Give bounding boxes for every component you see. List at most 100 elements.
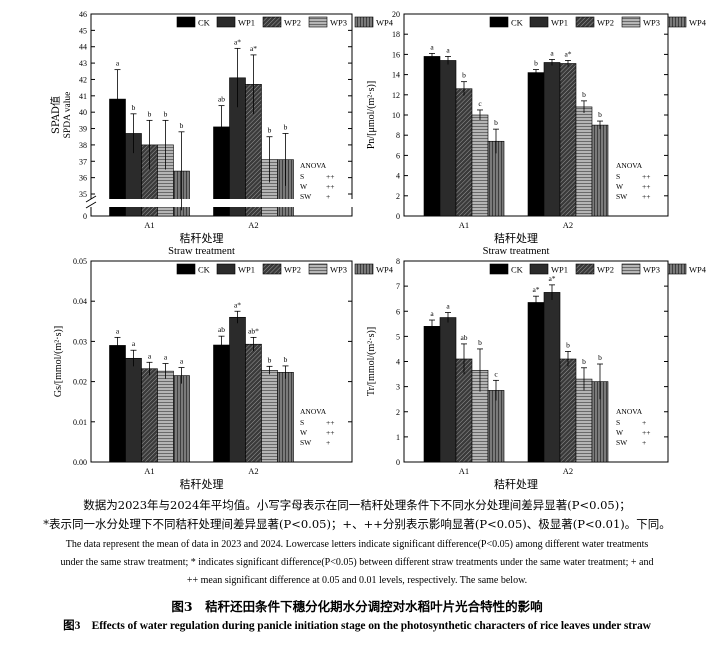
legend-swatch-ck xyxy=(489,263,509,275)
legend-label-wp4: WP4 xyxy=(376,18,394,28)
anova-factor: S xyxy=(300,172,304,181)
significance-label: a xyxy=(116,59,120,68)
bar-ck-a2 xyxy=(527,72,545,217)
y-tick-label: 0.02 xyxy=(73,378,87,387)
significance-label: a* xyxy=(234,37,241,46)
y-tick-label: 14 xyxy=(392,71,400,80)
y-tick-label: 37 xyxy=(79,157,87,166)
legend-swatch-wp3 xyxy=(621,263,641,275)
y-tick-label: 0 xyxy=(396,458,400,467)
legend-swatch-ck xyxy=(176,16,196,28)
significance-label: b xyxy=(598,353,602,362)
anova-title: ANOVA xyxy=(616,161,643,170)
y-tick-label: 7 xyxy=(396,282,400,291)
significance-label: b xyxy=(582,90,586,99)
bar-wp1-a1 xyxy=(125,357,142,463)
y-tick-label: 20 xyxy=(392,10,400,19)
significance-label: ab* xyxy=(248,326,259,335)
significance-label: b xyxy=(132,103,136,112)
legend-swatch-wp2 xyxy=(262,263,282,275)
legend-swatch-wp1 xyxy=(529,263,549,275)
x-category-label: A2 xyxy=(563,220,573,230)
legend-swatch-wp1 xyxy=(216,16,236,28)
bar-wp3-a2 xyxy=(575,106,593,217)
legend-swatch-wp1 xyxy=(529,16,549,28)
bar-wp2-a1 xyxy=(455,88,473,217)
significance-label: a xyxy=(430,42,434,51)
y-tick-label: 44 xyxy=(79,43,87,52)
bar-ck-a2 xyxy=(213,344,230,463)
significance-label: b xyxy=(598,110,602,119)
anova-significance: ++ xyxy=(642,192,650,201)
y-tick-label: 35 xyxy=(79,190,87,199)
legend-label-wp2: WP2 xyxy=(597,18,614,28)
y-tick-label: 4 xyxy=(396,358,400,367)
legend-label-ck: CK xyxy=(198,265,211,275)
y-tick-label: 3 xyxy=(396,383,400,392)
y-tick-label: 0 xyxy=(396,212,400,221)
caption-note-en-3: ++ mean significant difference at 0.05 a… xyxy=(186,575,528,586)
significance-label: a xyxy=(446,302,450,311)
legend-label-wp3: WP3 xyxy=(330,18,347,28)
y-tick-label: 42 xyxy=(79,75,87,84)
y-tick-label: 0.04 xyxy=(73,297,87,306)
significance-label: a xyxy=(132,339,136,348)
bar-wp2-a1 xyxy=(141,368,158,463)
significance-label: a xyxy=(180,357,184,366)
bar-wp3-a2 xyxy=(261,370,278,463)
x-category-label: A1 xyxy=(459,220,469,230)
y-tick-label: 6 xyxy=(396,307,400,316)
axis-break-mark xyxy=(85,201,97,209)
anova-factor: S xyxy=(616,172,620,181)
anova-factor: S xyxy=(300,418,304,427)
significance-label: b xyxy=(534,59,538,68)
chart-panel-2: 0 2 4 6 8 10 12 14 16 18 20 a b a a b a* c b b b A1 A2 秸秆处理Stra… xyxy=(366,10,707,257)
bar-wp2-a2 xyxy=(559,358,577,463)
x-category-label: A1 xyxy=(144,466,154,476)
bar-break-gap xyxy=(141,199,158,207)
legend-swatch-wp3 xyxy=(308,263,328,275)
bar-ck-a1 xyxy=(423,326,441,463)
bar-wp4-a1 xyxy=(173,375,190,463)
y-tick-label: 40 xyxy=(79,108,87,117)
bar-wp2-a2 xyxy=(245,343,262,463)
y-tick-label: 16 xyxy=(392,50,400,59)
anova-factor: SW xyxy=(300,192,312,201)
anova-significance: ++ xyxy=(642,172,650,181)
caption-note-en-1: The data represent the mean of data in 2… xyxy=(65,539,649,550)
x-category-label: A1 xyxy=(144,220,154,230)
legend-label-wp4: WP4 xyxy=(689,18,707,28)
legend-label-wp2: WP2 xyxy=(284,18,301,28)
bar-break-gap xyxy=(245,199,262,207)
y-axis-title: Tr/[mmol/(m²·s)] xyxy=(366,327,377,396)
anova-significance: ++ xyxy=(642,182,650,191)
bar-ck-a1 xyxy=(109,345,126,463)
y-tick-label: 6 xyxy=(396,151,400,160)
legend-label-wp1: WP1 xyxy=(238,265,255,275)
significance-label: b xyxy=(180,121,184,130)
y-tick-label: 0.05 xyxy=(73,257,87,266)
significance-label: b xyxy=(284,355,288,364)
y-tick-label: 18 xyxy=(392,30,400,39)
chart-panel-1: 35 36 37 38 39 40 41 42 43 44 45 46 0 a ab b a* b a* b b b b A1… xyxy=(49,10,394,257)
bar-wp3-a2 xyxy=(575,378,593,463)
y-axis-title-en: SPDA value xyxy=(63,92,73,139)
significance-label: b xyxy=(582,357,586,366)
bar-break-gap xyxy=(261,199,278,207)
legend-label-wp3: WP3 xyxy=(330,265,347,275)
significance-label: b xyxy=(566,340,570,349)
y-tick-label: 4 xyxy=(396,172,400,181)
bar-wp1-a1 xyxy=(439,317,457,463)
figure-title-cn: 图3 秸秆还田条件下穗分化期水分调控对水稻叶片光合特性的影响 xyxy=(171,599,543,614)
bar-ck-a2 xyxy=(527,302,545,463)
significance-label: a xyxy=(430,309,434,318)
x-axis-title-en: Straw treatment xyxy=(483,246,550,257)
legend-swatch-wp2 xyxy=(575,263,595,275)
anova-significance: ++ xyxy=(326,428,334,437)
legend-swatch-wp4 xyxy=(667,263,687,275)
legend-swatch-wp1 xyxy=(216,263,236,275)
anova-title: ANOVA xyxy=(616,407,643,416)
y-tick-label: 38 xyxy=(79,141,87,150)
